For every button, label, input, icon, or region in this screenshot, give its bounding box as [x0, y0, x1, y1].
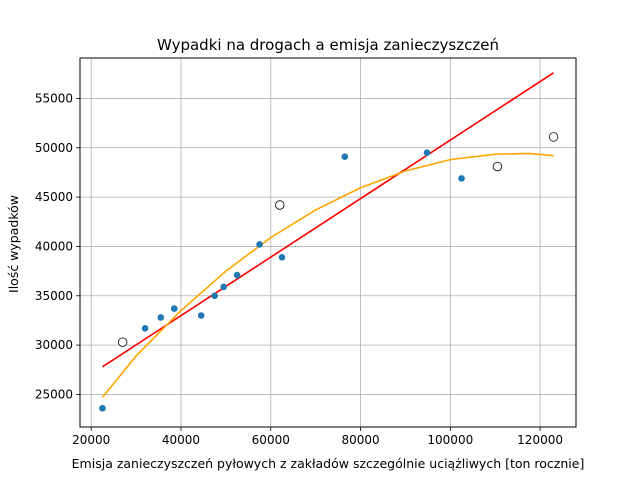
- x-tick-label: 20000: [72, 433, 110, 447]
- linear-fit-line: [102, 72, 554, 368]
- data-point: [256, 241, 263, 248]
- x-tick-label: 100000: [427, 433, 473, 447]
- data-point: [197, 312, 205, 319]
- quadratic-fit-line: [101, 152, 554, 398]
- y-tick-label: 55000: [35, 91, 73, 105]
- data-point: [220, 283, 227, 291]
- y-tick-label: 50000: [35, 141, 73, 155]
- x-tick-label: 120000: [517, 433, 563, 447]
- data-point: [341, 153, 349, 160]
- x-tick-label: 40000: [162, 433, 200, 447]
- y-tick-label: 25000: [35, 387, 73, 401]
- y-tick-label: 35000: [35, 289, 73, 303]
- axes-ticks: 20000 40000 60000 80000 100000 120000 25000 300…: [35, 91, 563, 447]
- y-tick-label: 30000: [35, 338, 73, 352]
- x-tick-label: 80000: [341, 433, 379, 447]
- plot-frame: [79, 57, 577, 428]
- data-point: [141, 325, 149, 332]
- y-axis-label: Ilość wypadków: [6, 195, 21, 293]
- y-tick-label: 40000: [35, 239, 73, 253]
- data-point: [157, 314, 165, 321]
- open-data-point: [275, 200, 285, 210]
- open-data-point: [492, 161, 503, 172]
- data-point: [458, 175, 465, 182]
- data-point: [99, 404, 106, 412]
- data-point: [233, 271, 241, 279]
- open-data-point: [548, 132, 559, 142]
- chart-title: Wypadki na drogach a emisja zanieczyszcz…: [157, 36, 499, 54]
- data-point: [278, 253, 286, 261]
- series-layer: [99, 72, 559, 412]
- data-point: [211, 292, 218, 300]
- x-axis-label: Emisja zanieczyszczeń pyłowych z zakładó…: [72, 456, 585, 471]
- data-point: [423, 149, 431, 157]
- y-tick-label: 45000: [35, 190, 73, 204]
- open-data-point: [117, 337, 128, 347]
- x-tick-label: 60000: [252, 433, 290, 447]
- grid: [80, 58, 576, 427]
- data-point: [170, 305, 178, 312]
